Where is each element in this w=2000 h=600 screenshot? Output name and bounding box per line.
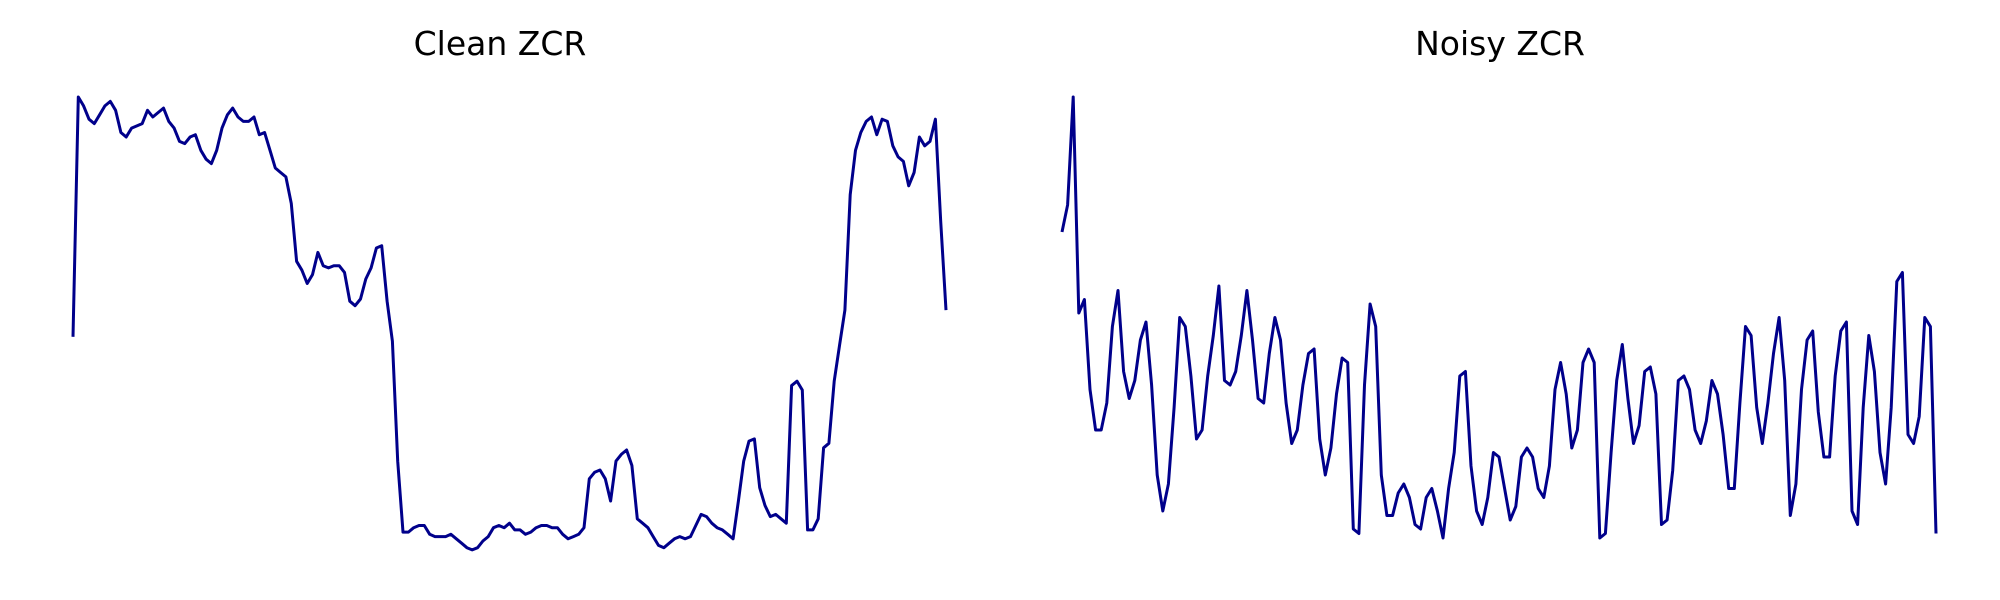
noisy-zcr-plot [1060,95,1938,540]
chart-title: Clean ZCR [413,24,587,63]
series-line-0 [71,95,948,552]
noisy-zcr-panel: Noisy ZCR [1000,0,2000,600]
clean-zcr-panel: Clean ZCR [71,24,948,552]
chart-title: Noisy ZCR [1415,24,1585,63]
clean-zcr-plot [71,95,948,552]
series-line-0 [1060,95,1938,540]
